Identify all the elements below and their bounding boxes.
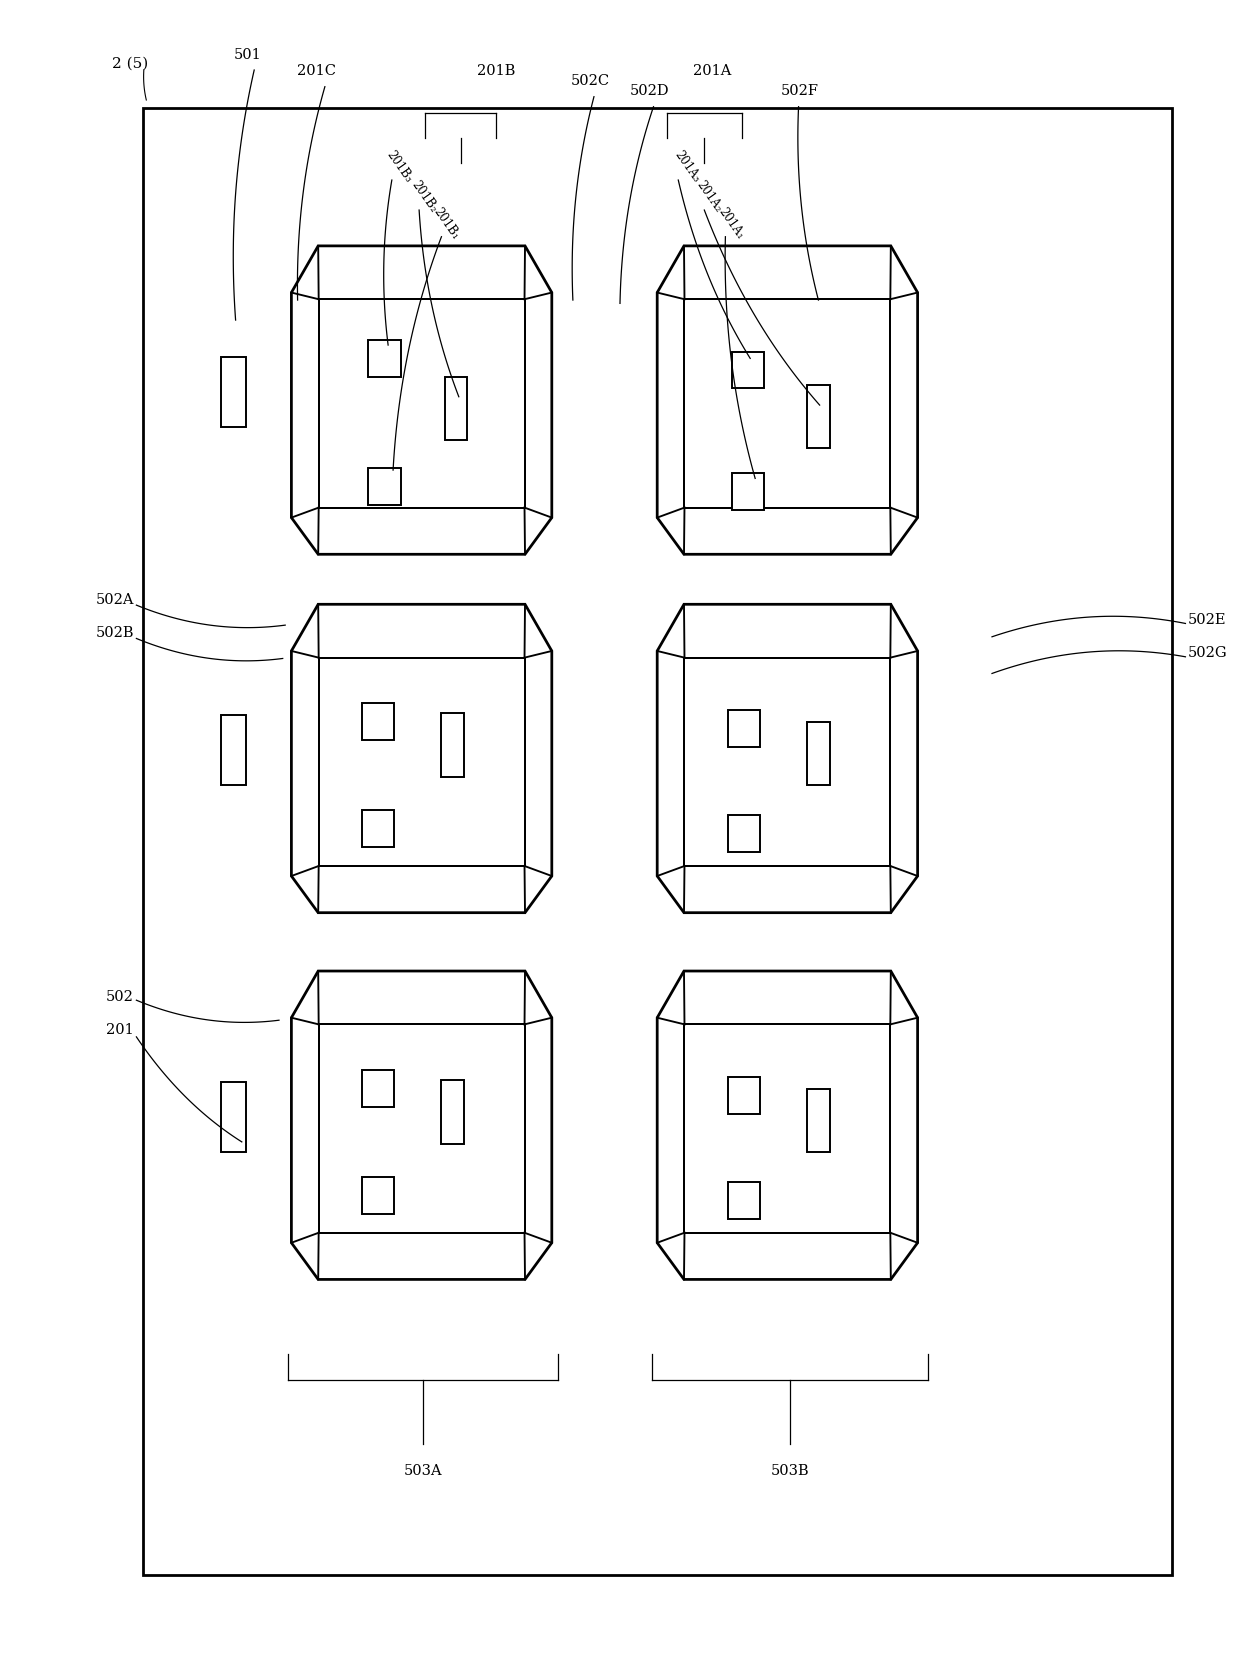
Text: 502E: 502E <box>1188 613 1226 627</box>
Text: 501: 501 <box>234 48 262 62</box>
Bar <box>445 377 467 440</box>
Text: 201B₃: 201B₃ <box>383 148 415 185</box>
Bar <box>368 468 401 505</box>
Bar <box>807 385 830 448</box>
Bar <box>143 108 1172 1575</box>
Bar <box>732 473 764 510</box>
Bar <box>362 703 394 740</box>
Text: 502D: 502D <box>630 85 670 98</box>
Text: 502A: 502A <box>95 593 134 607</box>
Bar <box>728 1182 760 1219</box>
Bar <box>221 357 246 427</box>
Bar <box>368 340 401 377</box>
Bar <box>221 1082 246 1152</box>
Bar <box>728 710 760 747</box>
Text: 502B: 502B <box>95 627 134 640</box>
Bar <box>728 815 760 852</box>
Text: 201B₂: 201B₂ <box>408 178 440 215</box>
Text: 502F: 502F <box>781 85 818 98</box>
Text: 201A₁: 201A₁ <box>715 205 748 242</box>
Bar <box>807 722 830 785</box>
Text: 502: 502 <box>107 990 134 1004</box>
Bar <box>362 1070 394 1107</box>
Bar <box>807 1089 830 1152</box>
Text: 503A: 503A <box>403 1464 443 1477</box>
Text: 502G: 502G <box>1188 647 1228 660</box>
Text: 201B: 201B <box>477 65 515 78</box>
Text: 2 (5): 2 (5) <box>112 57 148 70</box>
Bar <box>441 713 464 777</box>
Text: 503B: 503B <box>770 1464 810 1477</box>
Bar <box>441 1080 464 1144</box>
Text: 201A: 201A <box>693 65 730 78</box>
Text: 201A₃: 201A₃ <box>671 148 703 185</box>
Text: 201: 201 <box>107 1024 134 1037</box>
Text: 201C: 201C <box>296 65 336 78</box>
Bar <box>732 352 764 388</box>
Bar <box>362 810 394 847</box>
Bar <box>362 1177 394 1214</box>
Bar <box>728 1077 760 1114</box>
Text: 201A₂: 201A₂ <box>693 178 725 215</box>
Text: 201B₁: 201B₁ <box>430 205 463 242</box>
Text: 502C: 502C <box>570 75 610 88</box>
Bar <box>221 715 246 785</box>
